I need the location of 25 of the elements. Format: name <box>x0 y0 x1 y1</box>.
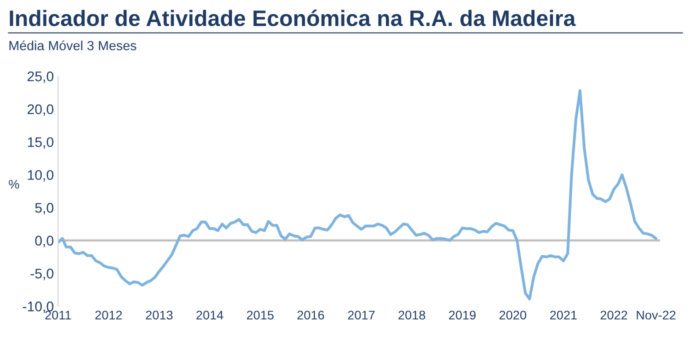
x-tick-label: 2016 <box>297 310 324 320</box>
x-tick-label: 2013 <box>146 310 173 320</box>
y-tick-label: 20,0 <box>28 104 54 116</box>
x-tick-label: 2012 <box>95 310 122 320</box>
x-tick-label: 2014 <box>196 310 224 320</box>
x-tick-label: 2020 <box>500 310 526 320</box>
y-tick-label: 5,0 <box>35 202 54 214</box>
x-tick-label: 2017 <box>348 310 375 320</box>
y-tick-label: -10,0 <box>22 302 54 314</box>
y-tick-label: 15,0 <box>28 137 54 149</box>
y-tick-label: -5,0 <box>30 268 54 280</box>
chart-subtitle: Média Móvel 3 Meses <box>9 40 136 50</box>
chart-title: Indicador de Atividade Económica na R.A. da Madeira <box>10 10 576 26</box>
x-tick-label: 2021 <box>550 310 577 320</box>
y-tick-label: 10,0 <box>28 170 54 182</box>
x-tick-label: 2022 <box>600 310 628 320</box>
x-tick-label: 2019 <box>449 310 476 320</box>
x-tick-label: Nov-22 <box>636 310 676 320</box>
y-tick-label: 25,0 <box>28 71 54 83</box>
x-tick-label: 2011 <box>45 310 71 320</box>
line-series <box>58 89 658 300</box>
x-tick-label: 2015 <box>246 310 274 320</box>
y-tick-label: 0,0 <box>35 236 54 248</box>
x-tick-label: 2018 <box>398 310 426 320</box>
y-axis-title: % <box>8 180 20 189</box>
